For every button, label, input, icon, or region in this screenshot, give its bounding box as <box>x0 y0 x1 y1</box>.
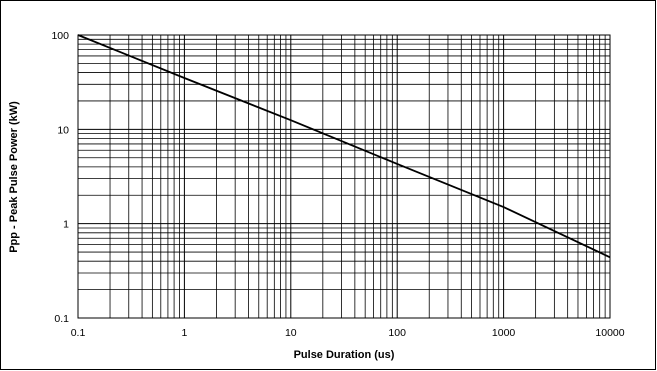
plot-area <box>78 35 610 318</box>
x-tick-labels: 0.1 1 10 100 1000 10000 <box>71 327 625 339</box>
y-tick-label: 100 <box>51 30 69 42</box>
x-tick-label: 10 <box>285 327 297 339</box>
x-tick-label: 1000 <box>492 327 516 339</box>
y-axis-title: Ppp - Peak Pulse Power (kW) <box>8 101 20 253</box>
series-group <box>77 34 611 259</box>
plot-border <box>77 34 611 319</box>
x-tick-label: 1 <box>181 327 187 339</box>
y-tick-label: 0.1 <box>54 313 69 325</box>
x-tick-label: 100 <box>388 327 406 339</box>
x-axis-title: Pulse Duration (us) <box>294 349 395 361</box>
y-tick-label: 1 <box>63 219 69 231</box>
x-tick-label: 0.1 <box>71 327 86 339</box>
series-line <box>77 34 611 259</box>
grid-lines <box>78 35 610 318</box>
x-tick-label: 10000 <box>595 327 624 339</box>
y-tick-label: 10 <box>57 124 69 136</box>
y-tick-labels: 100 10 1 0.1 <box>51 30 69 325</box>
